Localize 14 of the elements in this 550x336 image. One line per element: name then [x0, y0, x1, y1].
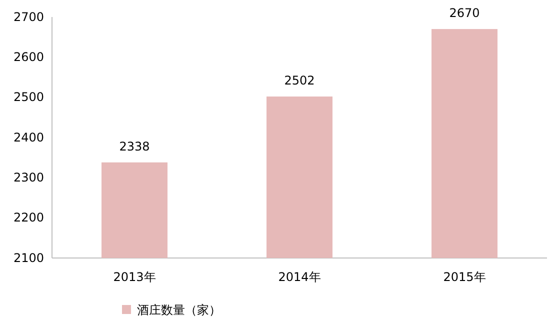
x-tick-label: 2014年: [278, 270, 321, 284]
y-tick-label: 2200: [13, 210, 44, 225]
y-tick-label: 2300: [13, 170, 44, 185]
y-tick-label: 2100: [13, 250, 44, 265]
x-tick-label: 2015年: [443, 270, 486, 284]
data-label: 2502: [284, 74, 315, 88]
data-label: 2670: [449, 6, 480, 20]
y-tick-label: 2500: [13, 90, 44, 104]
y-tick-label: 2700: [13, 10, 44, 24]
data-label: 2338: [119, 139, 150, 154]
y-tick-label: 2400: [13, 130, 44, 144]
legend-label: 酒庄数量（家）: [137, 303, 221, 317]
x-tick-label: 2013年: [113, 270, 156, 284]
y-tick-label: 2600: [13, 50, 44, 64]
